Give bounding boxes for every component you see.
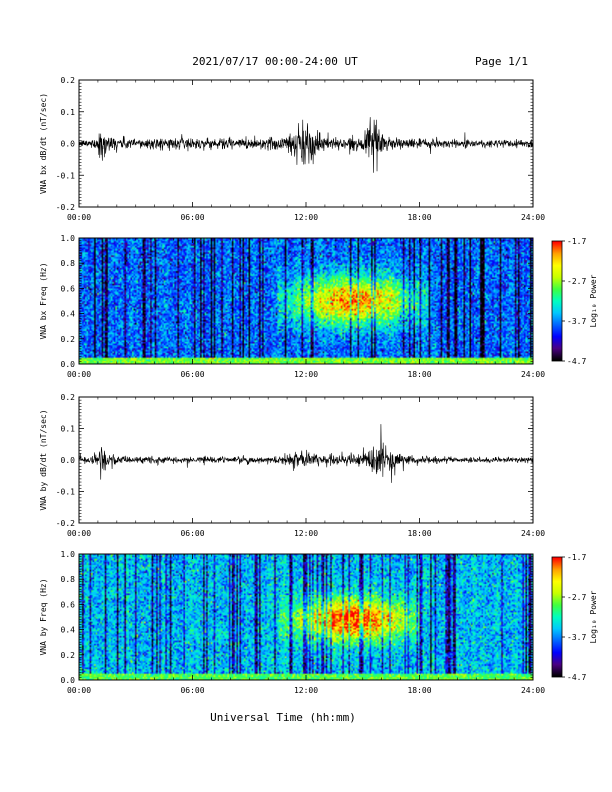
y-tick-label: 1.0 [61,234,76,243]
x-tick-label: 00:00 [67,370,91,379]
x-tick-label: 06:00 [180,529,204,538]
x-tick-label: 24:00 [521,370,545,379]
y-tick-label: 0.8 [61,575,76,584]
x-tick-label: 12:00 [294,370,318,379]
x-tick-label: 18:00 [407,686,431,695]
x-tick-label: 24:00 [521,213,545,222]
panel-2: -1.7 -2.7 -3.7 -4.7 Log₁₀ Power 1.0 0.8 0.6 0.4 0… [39,234,598,379]
y-tick-label: 0.8 [61,259,76,268]
waveform-line [78,117,534,173]
x-tick-label: 06:00 [180,686,204,695]
y-tick-label: 0.2 [61,651,76,660]
header-page: Page 1/1 [475,55,528,68]
y-tick-label: 0.2 [61,76,76,85]
colorbar-frame [551,556,563,678]
x-axis-title: Universal Time (hh:mm) [210,711,356,724]
colorbar-tick-label: -4.7 [567,357,586,366]
y-axis-title: VNA by Freq (Hz) [39,578,48,655]
colorbar-tick-label: -3.7 [567,317,586,326]
panel-3: 0.2 0.1 0.0 -0.1 -0.200:00 06:00 12:00 18:00 24:… [39,393,545,538]
x-tick-label: 12:00 [294,529,318,538]
y-tick-label: 0.0 [61,676,76,685]
y-axis-title: VNA bx dB/dt (nT/sec) [39,93,48,194]
x-tick-label: 00:00 [67,529,91,538]
header-date-range: 2021/07/17 00:00-24:00 UT [192,55,358,68]
y-tick-label: 0.0 [61,456,76,465]
x-tick-label: 24:00 [521,686,545,695]
colorbar-frame [551,240,563,362]
y-tick-label: 0.2 [61,393,76,402]
y-tick-label: -0.2 [56,203,75,212]
x-tick-label: 18:00 [407,370,431,379]
colorbar-label: Log₁₀ Power [589,590,598,643]
y-axis-title: VNA bx Freq (Hz) [39,262,48,339]
y-tick-label: -0.2 [56,519,75,528]
colorbar [552,241,562,361]
colorbar-tick-label: -1.7 [567,553,586,562]
y-tick-label: 0.2 [61,335,76,344]
x-tick-label: 18:00 [407,213,431,222]
x-tick-label: 06:00 [180,370,204,379]
colorbar-tick-label: -2.7 [567,593,586,602]
x-tick-label: 24:00 [521,529,545,538]
y-tick-label: 0.4 [61,310,76,319]
waveform-line [78,424,534,483]
colorbar-tick-label: -2.7 [567,277,586,286]
panel-1: 0.2 0.1 0.0 -0.1 -0.200:00 06:00 12:00 18:00 24:… [39,76,545,222]
y-tick-label: 0.0 [61,140,76,149]
x-tick-label: 06:00 [180,213,204,222]
y-tick-label: 0.6 [61,284,76,293]
y-tick-label: -0.1 [56,171,75,180]
x-tick-label: 18:00 [407,529,431,538]
y-tick-label: 0.4 [61,626,76,635]
colorbar-tick-label: -4.7 [567,673,586,682]
y-axis-title: VNA by dB/dt (nT/sec) [39,409,48,510]
spectrogram-image [79,238,533,364]
x-tick-label: 00:00 [67,213,91,222]
colorbar-tick-label: -3.7 [567,633,586,642]
colorbar-label: Log₁₀ Power [589,274,598,327]
y-tick-label: 0.1 [61,425,76,434]
y-tick-label: 0.1 [61,108,76,117]
x-tick-label: 12:00 [294,686,318,695]
x-tick-label: 00:00 [67,686,91,695]
colorbar [552,557,562,677]
y-tick-label: 1.0 [61,550,76,559]
y-tick-label: 0.6 [61,600,76,609]
colorbar-tick-label: -1.7 [567,237,586,246]
x-tick-label: 12:00 [294,213,318,222]
y-tick-label: -0.1 [56,488,75,497]
spectrogram-image [79,554,533,680]
panels: 0.20.10.0-0.1-0.200:00 06:00 12:00 18:00 24:… [39,76,598,695]
y-tick-label: 0.0 [61,360,76,369]
panel-4: -1.7 -2.7 -3.7 -4.7 Log₁₀ Power 1.0 0.8 0.6 0.4 0… [39,550,598,695]
